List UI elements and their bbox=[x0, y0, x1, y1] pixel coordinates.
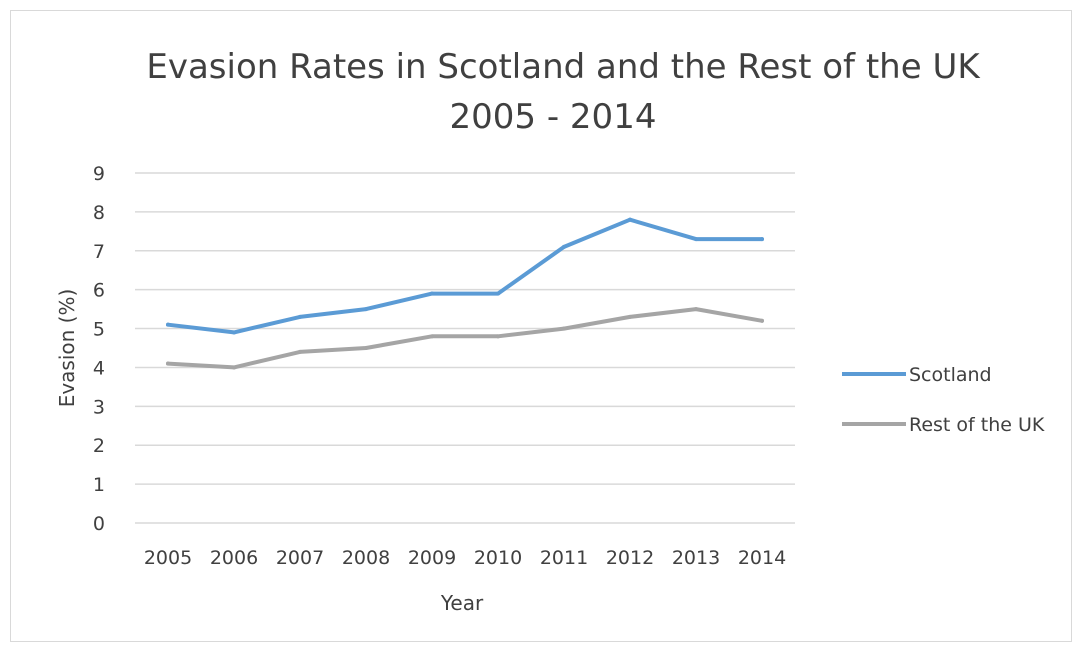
y-tick-label: 6 bbox=[93, 280, 105, 302]
data-point bbox=[628, 314, 632, 319]
y-tick-label: 1 bbox=[93, 474, 105, 496]
data-point bbox=[298, 349, 302, 354]
data-point bbox=[232, 365, 236, 370]
y-tick-label: 5 bbox=[93, 319, 105, 341]
x-tick-label: 2010 bbox=[474, 547, 522, 569]
y-tick-label: 4 bbox=[93, 357, 105, 379]
data-point bbox=[496, 334, 500, 339]
gridlines bbox=[135, 172, 795, 524]
data-point bbox=[496, 291, 500, 296]
data-point bbox=[430, 291, 434, 296]
legend: Scotland Rest of the UK bbox=[842, 364, 1045, 436]
x-axis-label: Year bbox=[440, 591, 484, 615]
data-point bbox=[430, 334, 434, 339]
y-tick-label: 3 bbox=[93, 396, 105, 418]
x-tick-label: 2008 bbox=[342, 547, 390, 569]
data-point bbox=[364, 346, 368, 350]
chart-title: Evasion Rates in Scotland and the Rest o… bbox=[146, 47, 981, 87]
x-tick-label: 2006 bbox=[210, 547, 258, 569]
data-point bbox=[760, 237, 764, 242]
data-point bbox=[562, 244, 566, 249]
x-tick-label: 2011 bbox=[540, 547, 588, 569]
data-point bbox=[298, 314, 302, 319]
data-point bbox=[562, 326, 566, 331]
data-point bbox=[628, 217, 632, 222]
data-point bbox=[760, 318, 764, 323]
x-tick-label: 2009 bbox=[408, 547, 456, 569]
y-tick-label: 9 bbox=[93, 163, 105, 185]
series-lines bbox=[166, 217, 764, 370]
x-axis-ticks: 2005 2006 2007 2008 2009 2010 2011 2012 2013 2014 bbox=[144, 547, 786, 569]
chart-subtitle: 2005 - 2014 bbox=[450, 97, 657, 137]
data-point bbox=[166, 322, 170, 327]
x-tick-label: 2013 bbox=[672, 547, 720, 569]
data-point bbox=[364, 307, 368, 312]
data-point bbox=[694, 237, 698, 242]
y-axis-ticks: 0 1 2 3 4 5 6 7 8 9 bbox=[93, 163, 105, 535]
x-tick-label: 2012 bbox=[606, 547, 654, 569]
y-tick-label: 0 bbox=[93, 513, 105, 535]
data-point bbox=[694, 307, 698, 312]
x-tick-label: 2005 bbox=[144, 547, 192, 569]
y-tick-label: 2 bbox=[93, 435, 105, 457]
y-tick-label: 8 bbox=[93, 202, 105, 224]
series-line-1 bbox=[166, 307, 764, 370]
series-line-0 bbox=[166, 217, 764, 335]
data-point bbox=[232, 330, 236, 335]
y-axis-label: Evasion (%) bbox=[55, 289, 79, 408]
x-tick-label: 2014 bbox=[738, 547, 786, 569]
data-point bbox=[166, 361, 170, 366]
y-tick-label: 7 bbox=[93, 241, 105, 263]
legend-label: Rest of the UK bbox=[909, 414, 1045, 436]
x-tick-label: 2007 bbox=[276, 547, 324, 569]
legend-label: Scotland bbox=[909, 364, 992, 386]
